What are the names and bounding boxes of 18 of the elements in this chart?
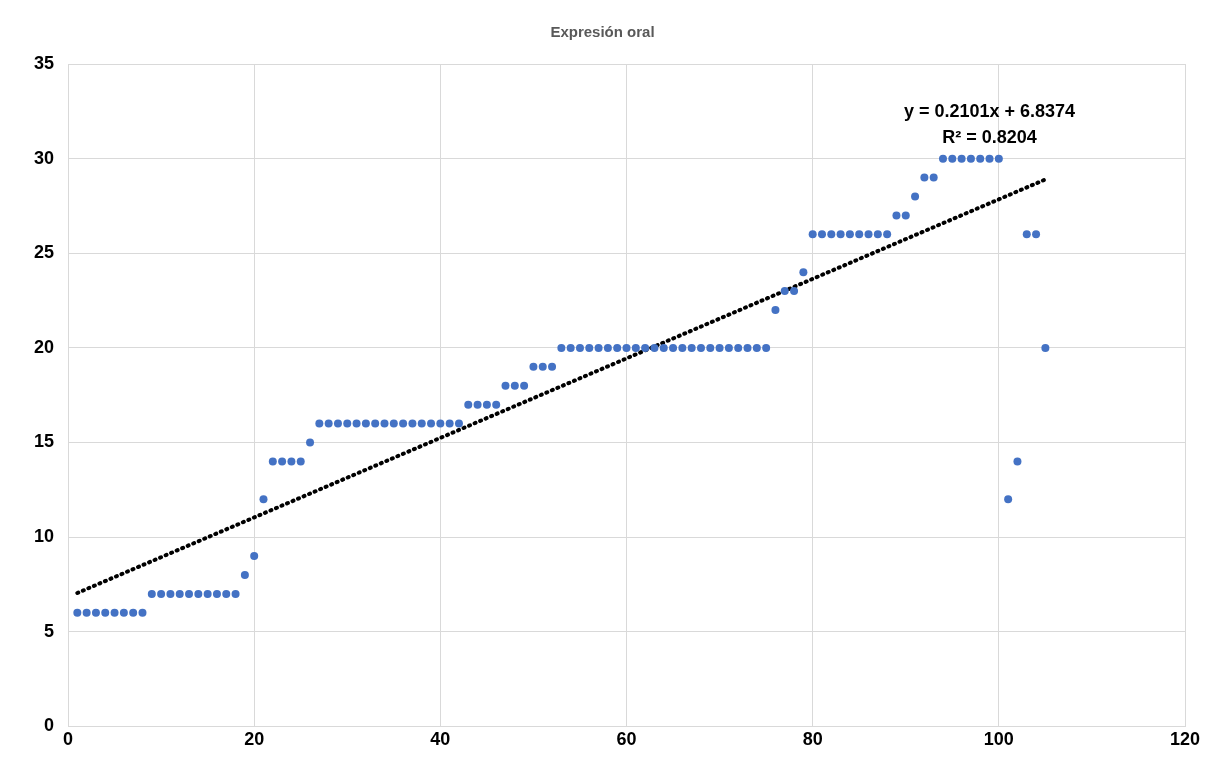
x-tick-label: 100 bbox=[983, 729, 1014, 750]
annotation: y = 0.2101x + 6.8374 bbox=[903, 100, 1076, 121]
y-tick-label: 35 bbox=[33, 52, 55, 73]
x-tick-label: 40 bbox=[430, 729, 451, 750]
y-tick-label: 15 bbox=[33, 431, 55, 452]
annotation: R² = 0.8204 bbox=[942, 126, 1037, 147]
y-tick-label: 0 bbox=[44, 715, 55, 736]
chart-title: Expresión oral bbox=[550, 23, 655, 41]
x-tick-label: 60 bbox=[616, 729, 637, 750]
y-tick-label: 20 bbox=[33, 336, 55, 357]
x-tick-label: 80 bbox=[802, 729, 823, 750]
y-tick-label: 25 bbox=[33, 242, 55, 263]
x-tick-label: 20 bbox=[244, 729, 265, 750]
x-tick-label: 120 bbox=[1169, 729, 1201, 750]
y-tick-label: 30 bbox=[33, 147, 55, 168]
y-tick-label: 5 bbox=[44, 620, 55, 641]
x-tick-label: 0 bbox=[63, 729, 74, 750]
y-tick-label: 10 bbox=[33, 526, 55, 547]
